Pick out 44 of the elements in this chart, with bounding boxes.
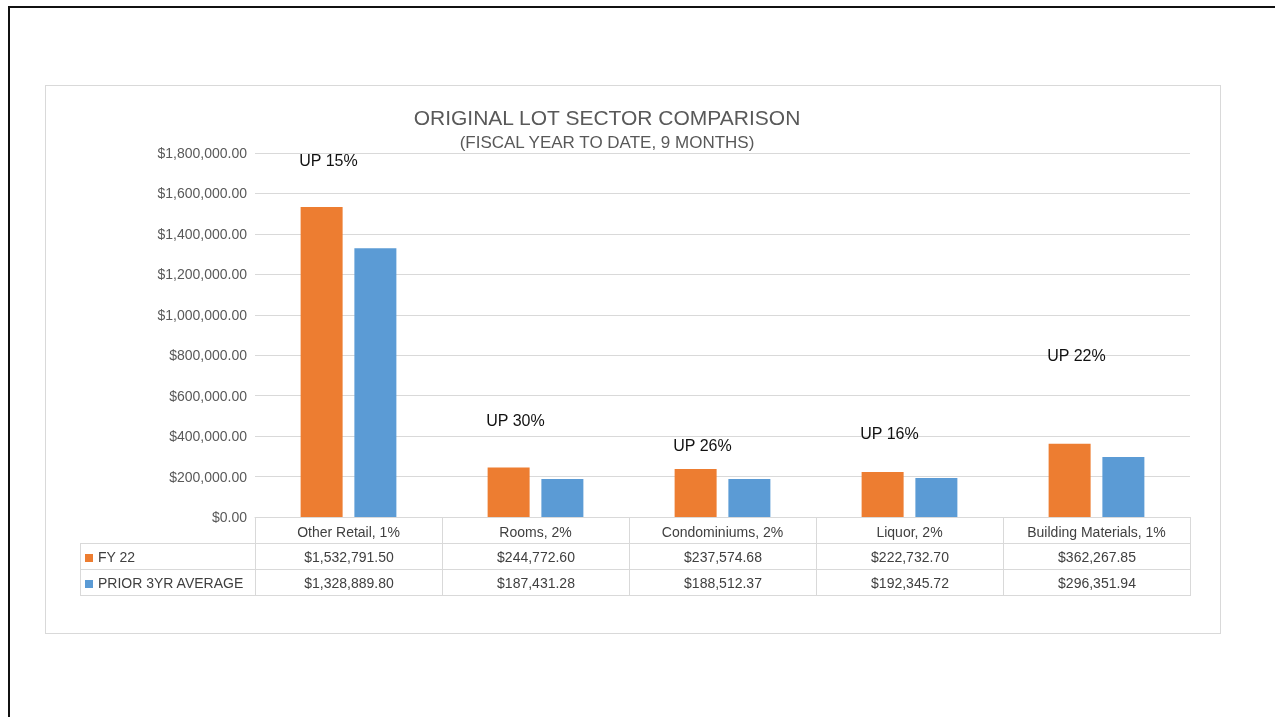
bar [354, 248, 397, 517]
bar [728, 478, 771, 517]
data-label: $1,532,791.50 [255, 543, 443, 570]
data-label: $244,772.60 [442, 543, 630, 570]
bar [541, 479, 584, 517]
legend-label: FY 22 [80, 543, 256, 570]
data-label: $187,431.28 [442, 569, 630, 596]
y-tick-label: $1,800,000.00 [157, 145, 248, 161]
data-label: $296,351.94 [1003, 569, 1191, 596]
x-tick-label: Liquor, 2% [876, 524, 943, 540]
chart-title: ORIGINAL LOT SECTOR COMPARISON [413, 106, 801, 129]
data-label: $192,345.72 [816, 569, 1004, 596]
annotation: UP 16% [860, 424, 919, 442]
y-tick-label: $600,000.00 [169, 387, 248, 404]
bar [861, 471, 904, 517]
data-label: $362,267.85 [1003, 543, 1191, 570]
chart-subtitle: (FISCAL YEAR TO DATE, 9 MONTHS) [459, 133, 755, 152]
y-tick-label: $1,200,000.00 [157, 266, 248, 283]
bar [300, 207, 343, 517]
bar [487, 467, 530, 517]
legend-label: PRIOR 3YR AVERAGE [80, 569, 256, 596]
data-label: $237,574.68 [629, 543, 817, 570]
bar [1048, 443, 1091, 517]
data-label: $1,328,889.80 [255, 569, 443, 596]
annotation: UP 22% [1047, 346, 1106, 364]
annotation: UP 15% [299, 151, 358, 169]
x-tick-label: Other Retail, 1% [297, 524, 400, 540]
annotation: UP 30% [486, 411, 545, 429]
bar [1102, 457, 1145, 517]
annotation: UP 26% [673, 436, 732, 454]
data-label: $222,732.70 [816, 543, 1004, 570]
y-tick-label: $1,600,000.00 [157, 185, 248, 202]
x-tick-label: Rooms, 2% [499, 524, 572, 540]
y-tick-label: $200,000.00 [169, 468, 248, 485]
bar [915, 478, 958, 517]
data-label: $188,512.37 [629, 569, 817, 596]
y-tick-label: $0.00 [211, 509, 248, 525]
y-tick-label: $400,000.00 [169, 428, 248, 445]
y-tick-label: $800,000.00 [169, 347, 248, 364]
x-tick-label: Condominiums, 2% [661, 524, 784, 540]
x-tick-label: Building Materials, 1% [1027, 524, 1166, 540]
y-tick-label: $1,000,000.00 [157, 306, 248, 323]
y-tick-label: $1,400,000.00 [157, 225, 248, 242]
bar [674, 468, 717, 517]
